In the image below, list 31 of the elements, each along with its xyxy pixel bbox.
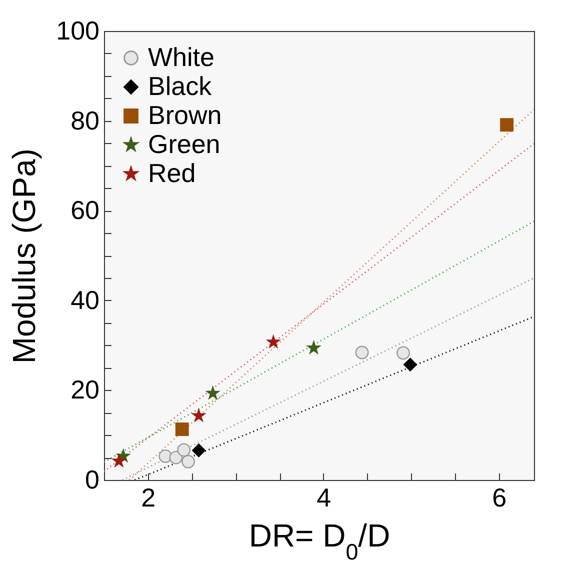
y-tick-label: 20 [70,374,100,405]
x-axis-title: DR= D$_{0}$/D [248,518,390,564]
y-tick-label: 60 [70,195,100,226]
point [158,449,172,463]
point [266,335,280,348]
point [177,443,191,457]
legend-label: Black [148,71,213,101]
point [396,346,410,360]
point [355,346,369,360]
x-tick-label: 2 [141,482,156,512]
point [169,450,183,464]
point [206,386,220,399]
point [404,358,417,372]
point [182,454,195,468]
point [307,341,320,354]
point [112,454,126,467]
legend-label: Brown [148,100,222,130]
legend-label: Red [148,158,196,188]
x-tick-label: 4 [316,482,332,512]
legend-label: White [148,42,214,72]
point [175,422,189,436]
point [500,118,514,132]
y-tick-label: 100 [56,16,100,46]
y-axis-title: Modulus (GPa) [6,148,42,364]
point [192,409,206,422]
y-tick-label: 0 [85,464,100,494]
x-tick-label: 6 [492,482,507,512]
y-tick-label: 40 [70,284,100,315]
point [192,444,206,458]
legend-label: Green [148,129,220,159]
y-tick-label: 80 [70,105,100,136]
